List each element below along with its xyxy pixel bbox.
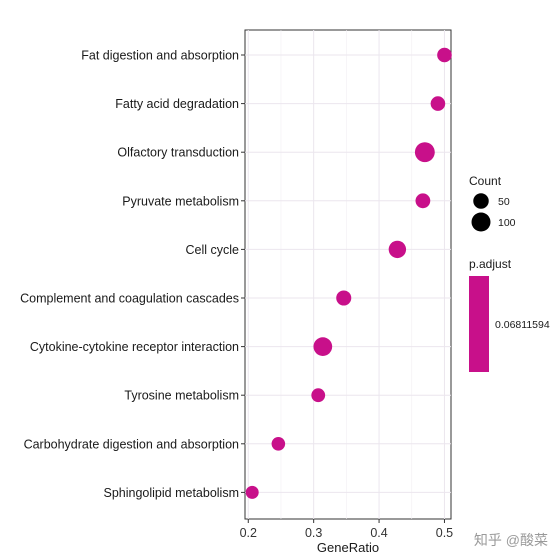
x-tick-label: 0.2 — [240, 526, 257, 540]
category-label: Carbohydrate digestion and absorption — [24, 437, 239, 451]
category-label: Sphingolipid metabolism — [104, 486, 240, 500]
size-legend-label: 50 — [498, 196, 510, 208]
x-tick-label: 0.5 — [436, 526, 453, 540]
category-label: Tyrosine metabolism — [124, 389, 239, 403]
data-point — [430, 96, 446, 111]
data-point — [313, 337, 333, 356]
size-legend-point — [471, 212, 491, 232]
size-legend-point — [473, 193, 489, 209]
data-points — [245, 47, 452, 499]
size-legend: Count 50 100 — [469, 174, 516, 232]
data-point — [271, 437, 286, 451]
category-label: Complement and coagulation cascades — [20, 292, 239, 306]
data-point — [336, 290, 352, 306]
data-point — [311, 388, 326, 403]
data-point — [245, 485, 259, 499]
category-label: Cytokine-cytokine receptor interaction — [30, 340, 239, 354]
x-tick-label: 0.3 — [305, 526, 322, 540]
data-point — [388, 240, 407, 259]
x-axis-title: GeneRatio — [317, 540, 379, 555]
data-point — [415, 193, 431, 209]
category-labels: Fat digestion and absorption Fatty acid d… — [20, 49, 245, 500]
size-legend-label: 100 — [498, 217, 516, 229]
color-legend-title: p.adjust — [469, 257, 512, 271]
grid-lines — [245, 30, 451, 519]
color-legend-bar — [469, 276, 489, 372]
size-legend-title: Count — [469, 174, 502, 188]
color-legend: p.adjust 0.06811594 — [469, 257, 550, 372]
category-label: Cell cycle — [186, 243, 240, 257]
data-point — [437, 47, 452, 63]
category-label: Fat digestion and absorption — [81, 49, 239, 63]
data-point — [414, 142, 435, 163]
color-legend-label: 0.06811594 — [495, 319, 550, 331]
category-label: Pyruvate metabolism — [122, 194, 239, 208]
category-label: Fatty acid degradation — [115, 97, 239, 111]
watermark: 知乎 @酸菜 — [474, 532, 548, 548]
x-axis-ticks: 0.2 0.3 0.4 0.5 — [240, 519, 453, 540]
category-label: Olfactory transduction — [117, 146, 239, 160]
x-tick-label: 0.4 — [370, 526, 387, 540]
